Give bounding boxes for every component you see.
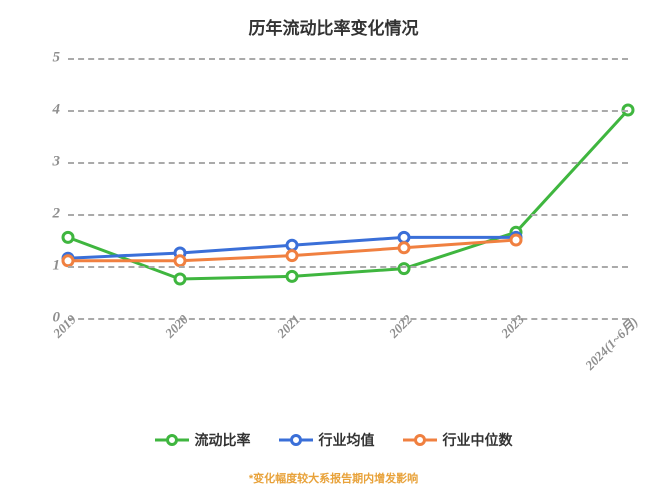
ytick-label: 4 [53, 102, 61, 119]
legend-swatch [403, 433, 437, 447]
series-marker [63, 256, 73, 266]
series-marker [175, 256, 185, 266]
series-marker [511, 235, 521, 245]
footer-note: *变化幅度较大系报告期内增发影响 [0, 470, 667, 486]
ytick-label: 1 [53, 258, 61, 275]
series-marker [175, 274, 185, 284]
legend: 流动比率 行业均值 行业中位数 [0, 430, 667, 450]
gridline [68, 318, 628, 320]
legend-item: 行业中位数 [403, 430, 513, 450]
chart-container: 历年流动比率变化情况 01234520192020202120222023202… [0, 0, 667, 500]
series-marker [287, 251, 297, 261]
series-marker [399, 243, 409, 253]
plot-area: 012345201920202021202220232024(1~6月) [68, 58, 628, 318]
legend-swatch [155, 433, 189, 447]
gridline [68, 162, 628, 164]
chart-title: 历年流动比率变化情况 [0, 14, 667, 39]
legend-item: 行业均值 [279, 430, 375, 450]
gridline [68, 214, 628, 216]
gridline [68, 58, 628, 60]
series-marker [399, 232, 409, 242]
xtick-label: 2024(1~6月) [580, 312, 642, 374]
legend-swatch [279, 433, 313, 447]
plot-svg [68, 58, 628, 318]
series-marker [287, 240, 297, 250]
gridline [68, 110, 628, 112]
legend-label: 行业中位数 [443, 430, 513, 450]
series-marker [287, 271, 297, 281]
gridline [68, 266, 628, 268]
series-marker [63, 232, 73, 242]
ytick-label: 3 [53, 154, 61, 171]
ytick-label: 2 [53, 206, 61, 223]
legend-item: 流动比率 [155, 430, 251, 450]
ytick-label: 5 [53, 50, 61, 67]
legend-label: 行业均值 [319, 430, 375, 450]
legend-label: 流动比率 [195, 430, 251, 450]
